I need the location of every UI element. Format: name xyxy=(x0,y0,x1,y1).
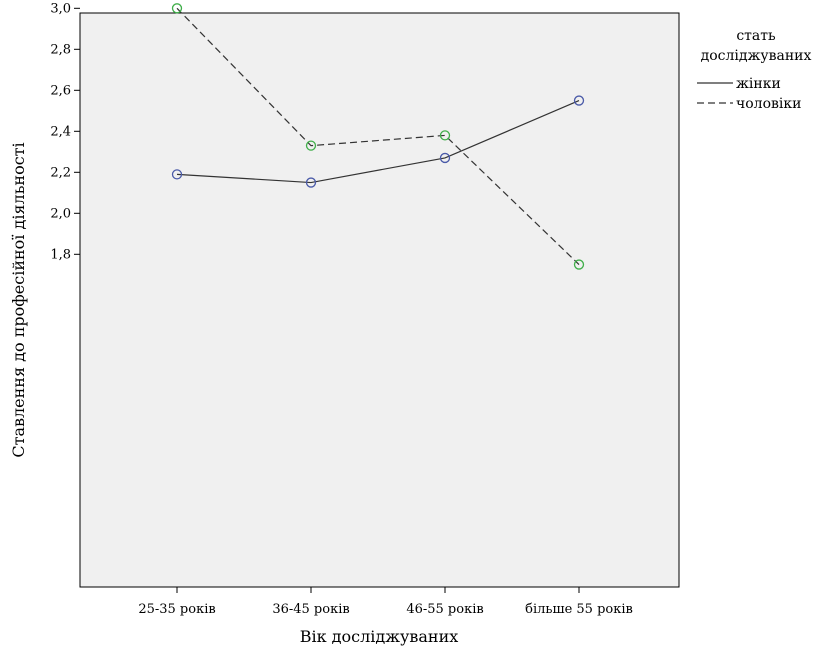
y-tick-label: 3,0 xyxy=(50,1,71,16)
y-tick-label: 2,0 xyxy=(50,206,71,221)
y-axis-title: Ставлення до професійної діяльності xyxy=(9,142,28,457)
series-layer xyxy=(171,3,585,270)
legend: стать досліджуваних жінки чоловіки xyxy=(697,28,811,112)
series-line-1 xyxy=(176,99,580,184)
x-axis: 25-35 років 36-45 років 46-55 років більше … xyxy=(138,587,633,617)
x-tick-label: 46-55 років xyxy=(406,602,483,617)
data-point xyxy=(573,259,585,270)
y-tick-label: 2,2 xyxy=(50,165,71,180)
data-point xyxy=(573,95,585,106)
x-axis-title: Вік досліджуваних xyxy=(300,627,459,646)
legend-label: чоловіки xyxy=(736,96,801,112)
plot-area xyxy=(79,12,680,588)
data-point xyxy=(305,140,317,151)
y-tick-label: 2,4 xyxy=(50,124,71,139)
legend-items: жінки чоловіки xyxy=(697,76,801,112)
data-point xyxy=(171,169,183,180)
legend-title-line1: стать xyxy=(736,28,776,44)
y-tick-label: 2,6 xyxy=(50,83,71,98)
data-point xyxy=(171,3,183,14)
x-tick-label: 25-35 років xyxy=(138,602,215,617)
y-axis: 1,8 2,0 2,2 2,4 2,6 2,8 3,0 xyxy=(50,1,80,262)
x-tick-label: 36-45 років xyxy=(272,602,349,617)
data-point xyxy=(439,130,451,141)
data-point xyxy=(439,152,451,164)
series-line-2 xyxy=(176,7,580,265)
x-tick-label: більше 55 років xyxy=(525,602,633,617)
y-tick-label: 1,8 xyxy=(50,247,71,262)
legend-label: жінки xyxy=(736,76,781,92)
legend-title-line2: досліджуваних xyxy=(701,48,812,64)
data-point xyxy=(305,177,317,188)
y-tick-label: 2,8 xyxy=(50,42,71,57)
